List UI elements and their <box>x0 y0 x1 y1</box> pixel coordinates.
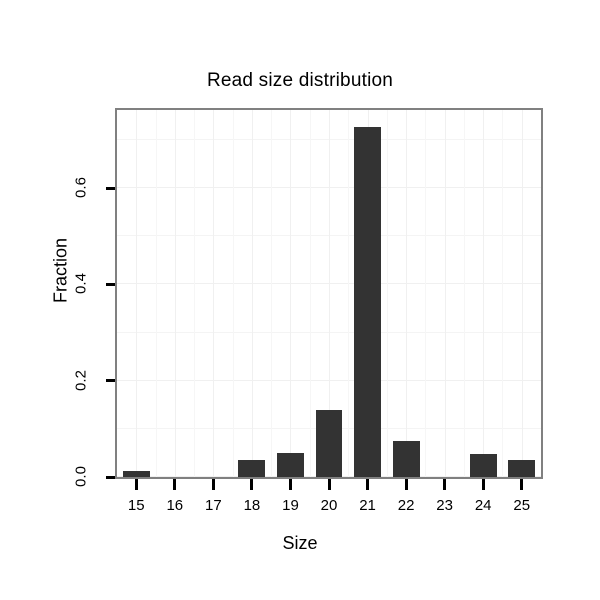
bar <box>238 460 266 477</box>
gridline-vertical <box>406 110 408 477</box>
gridline-vertical <box>521 110 523 477</box>
y-axis-title: Fraction <box>50 237 71 304</box>
y-tick-mark <box>106 186 115 190</box>
plot-inner <box>117 110 541 477</box>
gridline-vertical-minor <box>425 110 427 477</box>
chart-title: Read size distribution <box>206 70 394 91</box>
bar <box>508 460 536 477</box>
gridline-vertical <box>483 110 485 477</box>
x-axis-title: Size <box>282 533 318 553</box>
x-tick-label: 24 <box>474 497 492 514</box>
gridline-vertical <box>290 110 292 477</box>
y-tick-mark <box>106 379 115 383</box>
x-tick-mark <box>443 479 447 490</box>
bar <box>354 126 382 477</box>
x-tick-label: 20 <box>320 497 338 514</box>
gridline-vertical-minor <box>502 110 504 477</box>
gridline-vertical-minor <box>232 110 234 477</box>
x-tick-mark <box>520 479 524 490</box>
bar <box>392 441 420 477</box>
x-tick-label: 15 <box>127 497 145 514</box>
plot-area <box>115 108 543 479</box>
x-tick-mark <box>134 479 138 490</box>
x-tick-mark <box>481 479 485 490</box>
x-tick-label: 16 <box>166 497 184 514</box>
x-tick-label: 25 <box>513 497 531 514</box>
bar <box>315 409 343 477</box>
gridline-vertical <box>329 110 330 477</box>
x-tick-label: 21 <box>359 497 376 514</box>
gridline-vertical <box>444 110 446 477</box>
gridline-vertical-minor <box>386 110 388 477</box>
gridline-vertical-minor <box>348 110 350 477</box>
gridline-vertical <box>136 110 138 477</box>
gridline-vertical <box>213 110 215 477</box>
x-tick-mark <box>211 479 215 490</box>
y-tick-label: 0.4 <box>72 273 90 295</box>
gridline-vertical-minor <box>194 110 196 477</box>
y-tick-mark <box>106 282 115 286</box>
gridline-vertical-minor <box>541 110 542 477</box>
x-tick-mark <box>366 479 370 490</box>
y-tick-label: 0.6 <box>72 177 90 198</box>
x-tick-mark <box>327 479 331 490</box>
gridline-vertical-minor <box>463 110 465 477</box>
x-tick-label: 22 <box>397 497 415 514</box>
y-tick-label: 0.2 <box>72 369 90 391</box>
bar <box>469 454 497 477</box>
gridline-vertical-minor <box>309 110 311 477</box>
gridline-vertical-minor <box>271 110 273 477</box>
gridline-vertical <box>251 110 253 477</box>
gridline-vertical-minor <box>155 110 157 477</box>
x-tick-mark <box>250 479 254 490</box>
x-tick-mark <box>288 479 292 490</box>
x-tick-label: 19 <box>282 497 299 514</box>
y-tick-mark <box>106 475 115 479</box>
x-tick-label: 18 <box>243 497 261 514</box>
bar <box>276 452 304 477</box>
x-tick-mark <box>404 479 408 490</box>
x-tick-mark <box>173 479 177 490</box>
bar <box>122 471 150 477</box>
gridline-vertical <box>174 110 176 477</box>
y-tick-label: 0.0 <box>72 466 90 487</box>
x-tick-label: 23 <box>436 497 453 514</box>
x-tick-label: 17 <box>205 497 222 514</box>
